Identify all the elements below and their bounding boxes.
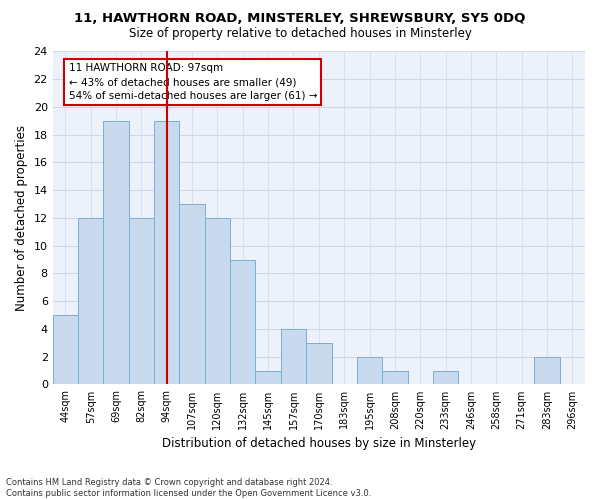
Bar: [78, 218, 103, 384]
Bar: [129, 218, 154, 384]
Y-axis label: Number of detached properties: Number of detached properties: [15, 125, 28, 311]
Text: 11 HAWTHORN ROAD: 97sqm
← 43% of detached houses are smaller (49)
54% of semi-de: 11 HAWTHORN ROAD: 97sqm ← 43% of detache…: [68, 63, 317, 101]
Bar: [256, 370, 281, 384]
Bar: [382, 370, 407, 384]
Bar: [154, 121, 179, 384]
Bar: [433, 370, 458, 384]
Text: Contains HM Land Registry data © Crown copyright and database right 2024.
Contai: Contains HM Land Registry data © Crown c…: [6, 478, 371, 498]
Bar: [357, 356, 382, 384]
Text: 11, HAWTHORN ROAD, MINSTERLEY, SHREWSBURY, SY5 0DQ: 11, HAWTHORN ROAD, MINSTERLEY, SHREWSBUR…: [74, 12, 526, 26]
Bar: [53, 315, 78, 384]
Bar: [230, 260, 256, 384]
Bar: [306, 343, 332, 384]
Bar: [205, 218, 230, 384]
Bar: [281, 329, 306, 384]
Bar: [535, 356, 560, 384]
Bar: [103, 121, 129, 384]
Bar: [179, 204, 205, 384]
Text: Size of property relative to detached houses in Minsterley: Size of property relative to detached ho…: [128, 28, 472, 40]
X-axis label: Distribution of detached houses by size in Minsterley: Distribution of detached houses by size …: [162, 437, 476, 450]
